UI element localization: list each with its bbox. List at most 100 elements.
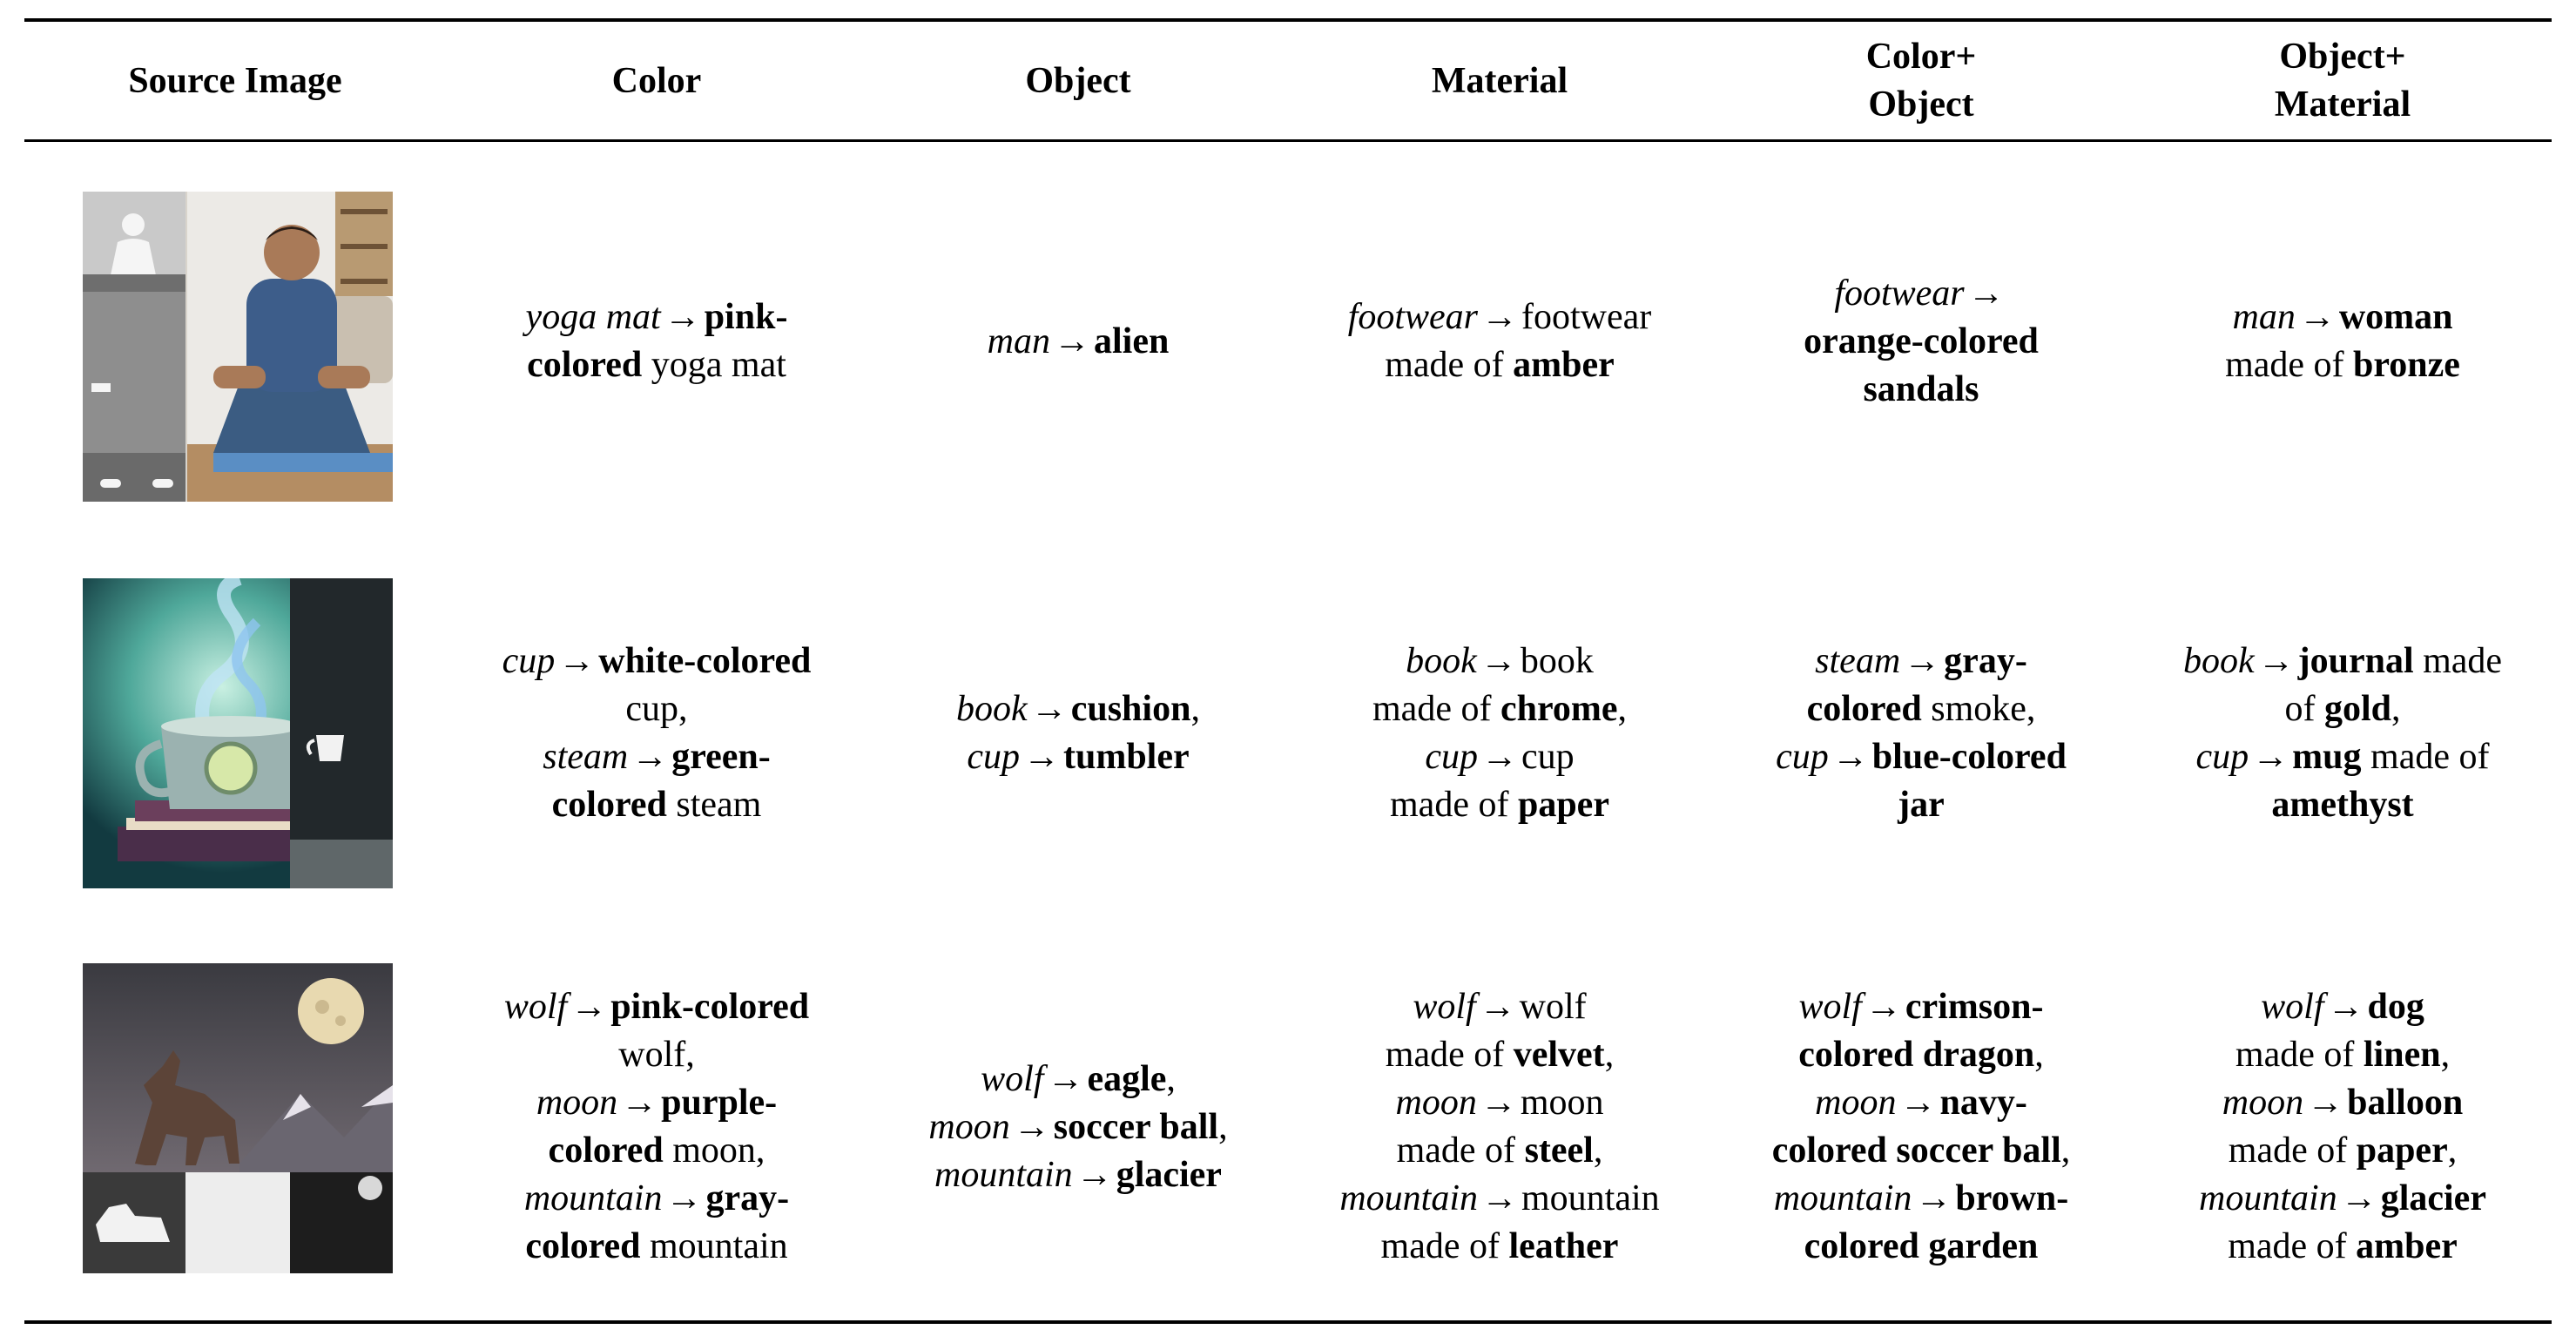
cell-line: wolf → crimson-: [1772, 983, 2071, 1031]
source-term: man: [2232, 297, 2296, 337]
plain-text: made of: [1385, 1035, 1514, 1075]
edit-term: colored: [551, 785, 667, 825]
cell-row3-object: wolf → eagle, moon → soccer ball, mountain…: [867, 963, 1289, 1291]
header-material: Material: [1289, 24, 1710, 138]
cell-line: mountain → gray-: [504, 1175, 809, 1223]
edit-term: gray-: [705, 1178, 790, 1218]
cell-line: made of amber: [1348, 341, 1652, 389]
cell-line: wolf → pink-colored: [504, 983, 809, 1031]
arrow-icon: →: [1899, 1083, 1937, 1123]
plain-text: made of: [2228, 1226, 2357, 1266]
edit-term: paper: [1517, 785, 1609, 825]
source-term: wolf: [2261, 987, 2324, 1027]
cell-line: wolf → eagle,: [928, 1056, 1227, 1103]
plain-text: made of: [1385, 345, 1514, 385]
cell-row3-color: wolf → pink-colored wolf, moon → purple-co…: [446, 963, 867, 1291]
source-term: moon: [1395, 1083, 1477, 1123]
edit-term: linen: [2363, 1035, 2441, 1075]
cell-row1-object: man → alien: [867, 193, 1289, 489]
edit-term: pink-colored: [610, 987, 810, 1027]
arrow-icon: →: [2257, 641, 2295, 681]
plain-text: ,: [1604, 1035, 1615, 1075]
cell-text: steam → gray-colored smoke, cup → blue-co…: [1776, 638, 2067, 829]
cell-line: cup → tumbler: [956, 733, 1200, 781]
plain-text: made of: [1390, 785, 1518, 825]
cell-line: book → journal made: [2183, 638, 2502, 685]
plain-text: mountain: [1521, 1178, 1660, 1218]
cell-text: wolf → eagle, moon → soccer ball, mountain…: [928, 1056, 1227, 1199]
cell-row2-color-object: steam → gray-colored smoke, cup → blue-co…: [1710, 578, 2132, 888]
header-text: Color: [612, 57, 702, 105]
arrow-icon: →: [2327, 987, 2364, 1027]
edit-term: brown-: [1955, 1178, 2069, 1218]
edit-term: eagle: [1087, 1058, 1167, 1099]
cell-line: colored yoga mat: [526, 341, 788, 389]
edit-term: mug: [2292, 737, 2362, 777]
cell-line: moon → moon: [1339, 1079, 1659, 1127]
source-term: wolf: [981, 1058, 1044, 1099]
plain-text: book: [1520, 641, 1594, 681]
plain-text: ,: [1166, 1058, 1176, 1099]
cell-line: made of amber: [2199, 1223, 2486, 1271]
edit-term: amethyst: [2271, 785, 2414, 825]
plain-text: made of: [2228, 1130, 2357, 1171]
cell-line: book → book: [1372, 638, 1627, 685]
cell-line: made of steel,: [1339, 1127, 1659, 1175]
edit-term: steel: [1524, 1130, 1594, 1171]
header-object: Object: [867, 24, 1289, 138]
source-term: moon: [536, 1083, 618, 1123]
cell-line: mountain → glacier: [2199, 1175, 2486, 1223]
cell-line: cup → mug made of: [2183, 733, 2502, 781]
source-term: mountain: [934, 1154, 1073, 1195]
arrow-icon: →: [570, 987, 608, 1027]
cell-text: yoga mat → pink-colored yoga mat: [526, 294, 788, 389]
header-line: Source Image: [128, 60, 342, 101]
source-term: yoga mat: [525, 297, 661, 337]
plain-text: made: [2413, 641, 2503, 681]
cell-line: orange-colored: [1804, 318, 2039, 366]
cell-line: moon → soccer ball,: [928, 1103, 1227, 1151]
arrow-icon: →: [1030, 689, 1068, 729]
header-line: Color+: [1865, 37, 1977, 77]
cell-text: wolf → wolf made of velvet, moon → moon mad…: [1339, 983, 1659, 1271]
cell-line: colored garden: [1772, 1223, 2071, 1271]
source-term: mountain: [2199, 1178, 2337, 1218]
arrow-icon: →: [2298, 297, 2336, 337]
cell-line: wolf → wolf: [1339, 983, 1659, 1031]
edit-term: colored: [548, 1130, 664, 1171]
cell-text: cup → white-colored cup, steam → green-col…: [502, 638, 812, 829]
cell-line: colored steam: [502, 781, 812, 829]
header-color: Color: [446, 24, 867, 138]
plain-text: ,: [1593, 1130, 1603, 1171]
plain-text: ,: [2060, 1130, 2071, 1171]
header-text: Object: [1025, 57, 1130, 105]
source-term: moon: [1815, 1083, 1897, 1123]
cell-line: colored dragon,: [1772, 1031, 2071, 1079]
plain-text: ,: [2440, 1035, 2451, 1075]
cell-row3-material: wolf → wolf made of velvet, moon → moon mad…: [1289, 963, 1710, 1291]
cell-text: wolf → pink-colored wolf, moon → purple-co…: [504, 983, 809, 1271]
header-object-material: Object+ Material: [2132, 24, 2553, 138]
cell-line: man → alien: [988, 318, 1170, 366]
source-term: wolf: [1413, 987, 1476, 1027]
arrow-icon: →: [664, 297, 701, 337]
source-term: man: [987, 321, 1050, 361]
edit-term: purple-: [661, 1083, 778, 1123]
source-term: mountain: [523, 1178, 663, 1218]
arrow-icon: →: [1479, 987, 1516, 1027]
cell-line: mountain → glacier: [928, 1151, 1227, 1199]
arrow-icon: →: [1967, 273, 2005, 314]
arrow-icon: →: [1481, 737, 1518, 777]
edit-term: sandals: [1863, 368, 1979, 409]
plain-text: wolf,: [618, 1035, 695, 1075]
cell-row1-material: footwear → footwear made of amber: [1289, 193, 1710, 489]
source-term: book: [956, 689, 1028, 729]
edit-term: colored garden: [1804, 1226, 2039, 1266]
plain-text: moon: [1520, 1083, 1604, 1123]
edit-term: jar: [1898, 785, 1945, 825]
arrow-icon: →: [621, 1083, 658, 1123]
cell-row2-material: book → book made of chrome, cup → cup made …: [1289, 578, 1710, 888]
cell-row3-object-material: wolf → dog made of linen, moon → balloon ma…: [2132, 963, 2553, 1291]
edit-term: blue-colored: [1871, 737, 2067, 777]
edit-term: paper: [2356, 1130, 2448, 1171]
